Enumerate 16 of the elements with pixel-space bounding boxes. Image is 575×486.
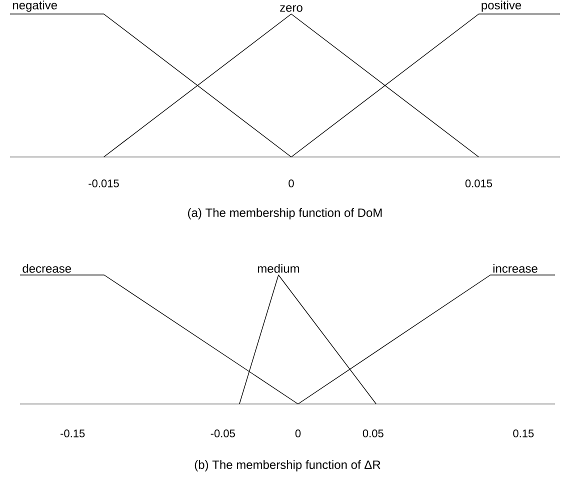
series-label: decrease <box>22 264 72 273</box>
x-tick-label: 0.05 <box>362 430 384 438</box>
x-tick-label: 0.15 <box>513 430 534 438</box>
x-tick-label: -0.15 <box>60 430 85 438</box>
x-tick-label: -0.05 <box>210 430 235 438</box>
series-label: positive <box>482 0 522 12</box>
x-tick-label: 0.015 <box>465 180 492 188</box>
x-axis-title: (b) The membership function of ΔR <box>194 460 380 472</box>
series-label: medium <box>258 264 300 273</box>
x-axis-title: (a) The membership function of DoM <box>188 208 382 220</box>
series-label: zero <box>280 5 302 12</box>
x-tick-label: -0.015 <box>88 180 119 188</box>
x-tick-label: 0 <box>288 180 294 188</box>
series-label: negative <box>13 0 58 12</box>
series-label: increase <box>493 264 538 273</box>
x-tick-label: 0 <box>295 430 301 438</box>
